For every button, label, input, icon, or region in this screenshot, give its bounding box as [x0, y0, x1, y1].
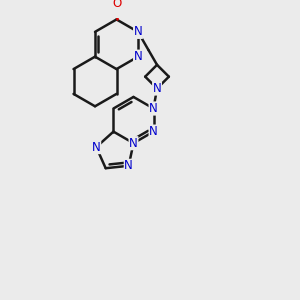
Text: N: N — [134, 50, 142, 63]
Text: N: N — [149, 102, 158, 115]
Text: N: N — [129, 137, 138, 150]
Text: N: N — [92, 141, 100, 154]
Text: N: N — [153, 82, 161, 95]
Text: N: N — [149, 125, 158, 138]
Text: O: O — [112, 0, 121, 11]
Text: N: N — [134, 26, 142, 38]
Text: N: N — [124, 159, 133, 172]
